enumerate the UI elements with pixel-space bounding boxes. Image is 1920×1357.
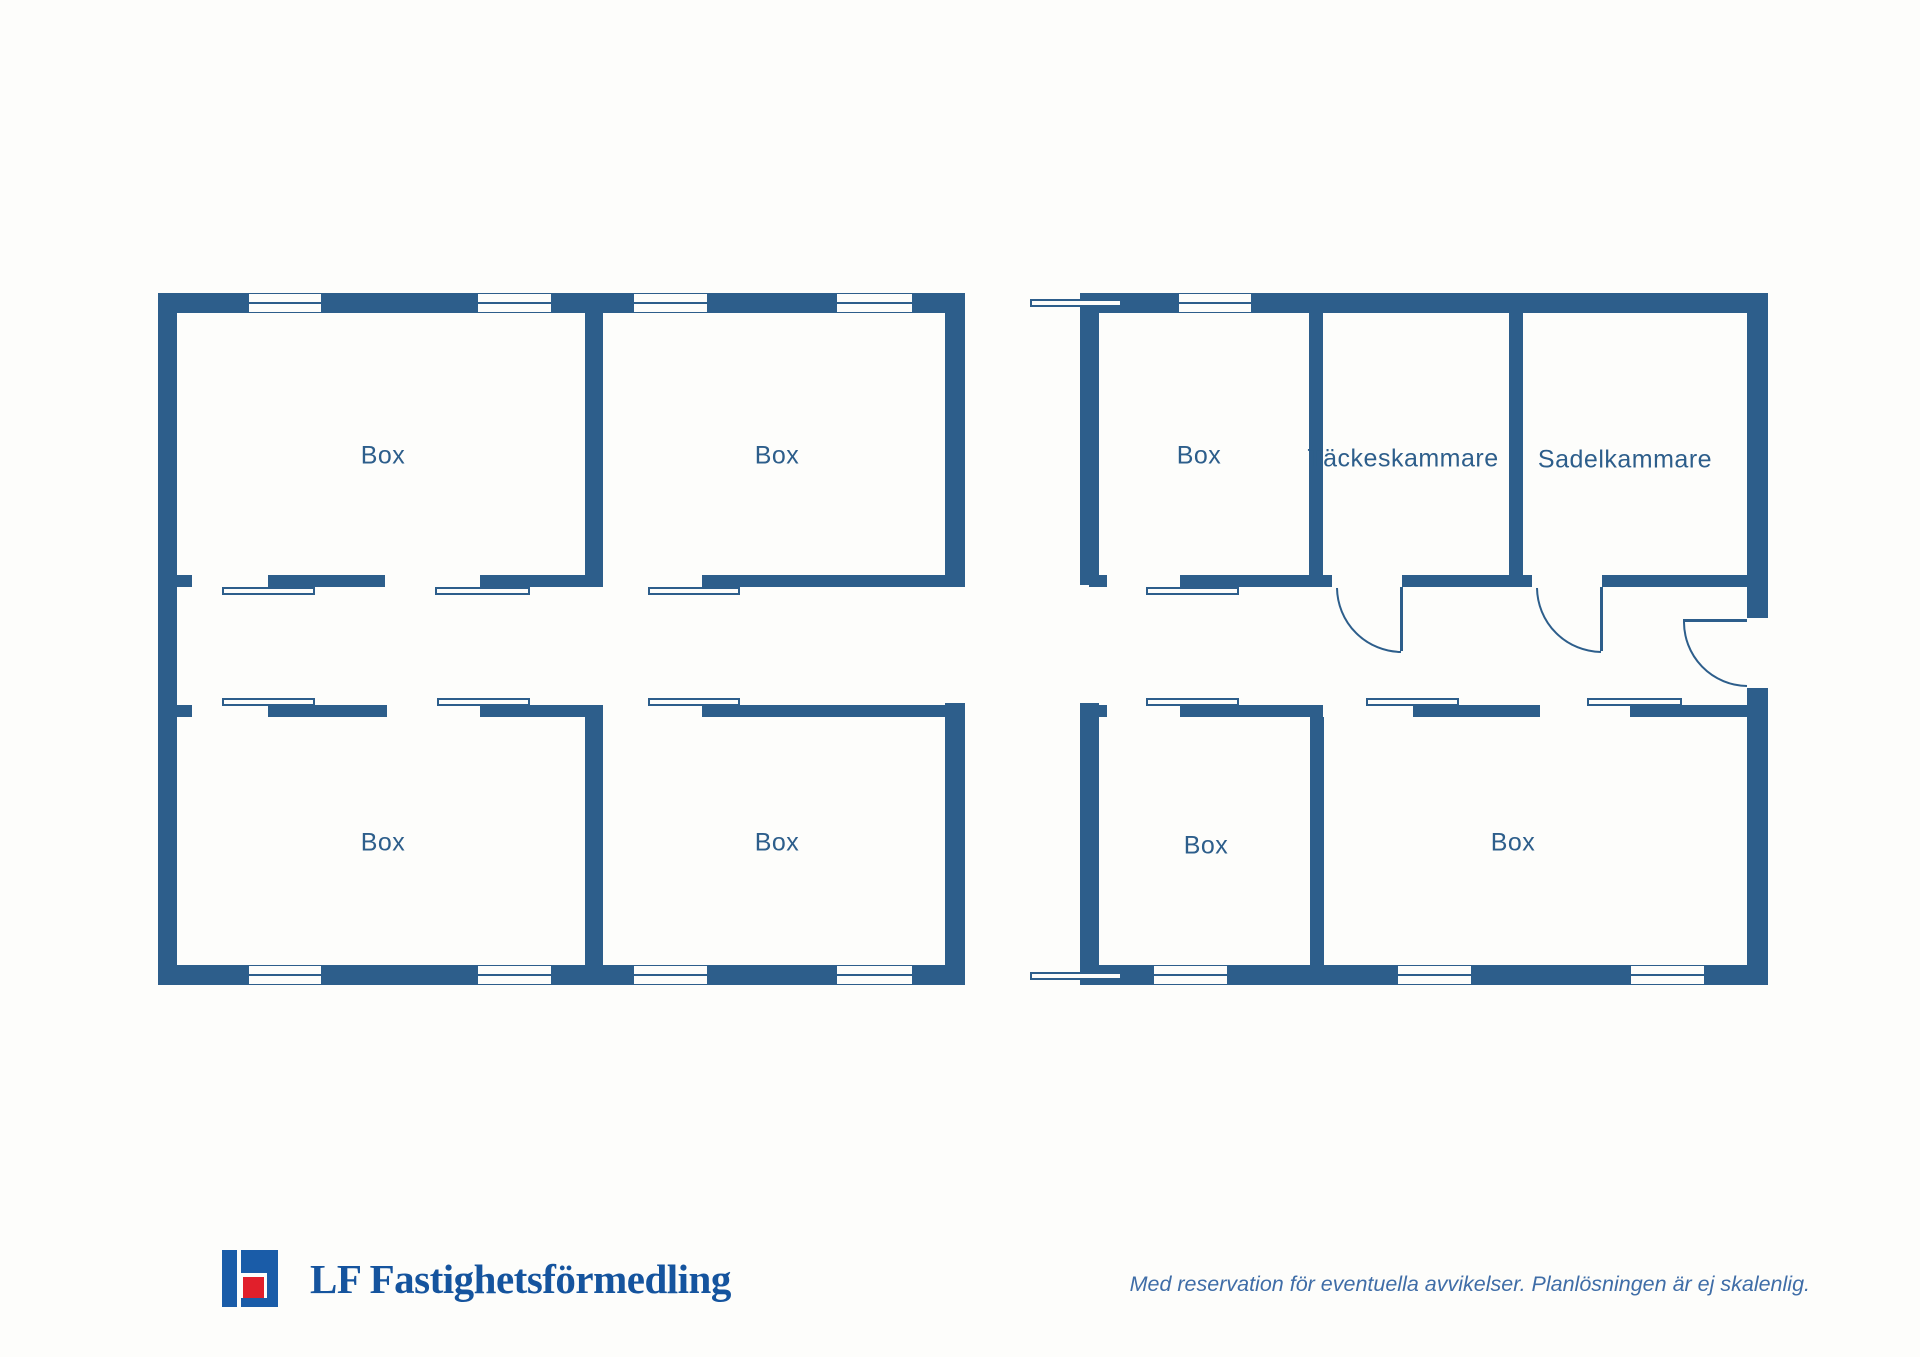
- door-leaf: [1600, 587, 1603, 651]
- wall: [1080, 703, 1099, 965]
- wall: [945, 703, 965, 965]
- window: [1630, 965, 1705, 985]
- logo-right-bar: [267, 1250, 278, 1298]
- room-label: Täckeskammare: [1307, 444, 1499, 473]
- window: [1153, 965, 1228, 985]
- door-leaf: [1683, 619, 1747, 622]
- window-pane-line: [478, 974, 551, 976]
- wall: [268, 575, 385, 587]
- sliding-door-leaf: [1030, 299, 1122, 307]
- wall: [585, 313, 603, 587]
- window-pane-line: [249, 302, 321, 304]
- window-pane-line: [1154, 974, 1227, 976]
- sliding-door-leaf: [1366, 698, 1459, 706]
- wall: [1180, 575, 1332, 587]
- room-label: Box: [1176, 441, 1222, 470]
- window: [248, 293, 322, 313]
- wall: [1080, 313, 1099, 585]
- logo-red-square: [243, 1277, 264, 1298]
- sliding-door-leaf: [648, 587, 740, 595]
- lf-logo-icon: [222, 1250, 280, 1308]
- wall: [1089, 575, 1107, 587]
- wall: [158, 965, 965, 985]
- wall: [945, 313, 965, 587]
- window-pane-line: [1179, 302, 1251, 304]
- wall: [585, 717, 603, 965]
- door-swing-arc: [1536, 587, 1602, 653]
- sliding-door-leaf: [1146, 587, 1239, 595]
- wall: [480, 575, 603, 587]
- wall: [702, 705, 945, 717]
- sliding-door-leaf: [1030, 972, 1122, 980]
- window-pane-line: [1398, 974, 1471, 976]
- door-swing-arc: [1336, 587, 1402, 653]
- sliding-door-leaf: [648, 698, 740, 706]
- sliding-door-leaf: [437, 698, 530, 706]
- window: [836, 965, 913, 985]
- sliding-door-leaf: [222, 587, 315, 595]
- window: [633, 965, 708, 985]
- room-label: Box: [360, 441, 406, 470]
- window-pane-line: [634, 302, 707, 304]
- wall: [480, 705, 603, 717]
- sliding-door-leaf: [1587, 698, 1682, 706]
- window: [836, 293, 913, 313]
- sliding-door-leaf: [222, 698, 315, 706]
- disclaimer-text: Med reservation för eventuella avvikelse…: [1129, 1272, 1810, 1296]
- wall: [268, 705, 387, 717]
- sliding-door-leaf: [435, 587, 530, 595]
- room-label: Box: [754, 441, 800, 470]
- logo-left-bar: [222, 1250, 237, 1307]
- window-pane-line: [249, 974, 321, 976]
- window-pane-line: [1631, 974, 1704, 976]
- window: [633, 293, 708, 313]
- window-pane-line: [634, 974, 707, 976]
- window-pane-line: [478, 302, 551, 304]
- window-pane-line: [837, 974, 912, 976]
- wall: [1180, 705, 1323, 717]
- wall: [1509, 313, 1523, 587]
- wall: [1089, 705, 1107, 717]
- brand-name: LF Fastighetsförmedling: [310, 1256, 731, 1302]
- wall: [177, 705, 192, 717]
- wall: [1747, 688, 1768, 965]
- wall: [1602, 575, 1747, 587]
- room-label: Box: [1183, 831, 1229, 860]
- window: [477, 965, 552, 985]
- window: [1397, 965, 1472, 985]
- wall: [1309, 313, 1323, 587]
- wall: [1310, 717, 1324, 965]
- wall: [158, 293, 965, 313]
- room-label: Box: [1490, 828, 1536, 857]
- room-label: Box: [360, 828, 406, 857]
- wall: [1413, 705, 1540, 717]
- brand-footer: LF Fastighetsförmedling: [222, 1250, 731, 1308]
- window: [248, 965, 322, 985]
- door-leaf: [1400, 587, 1403, 651]
- wall: [1512, 575, 1530, 587]
- wall: [1080, 293, 1768, 313]
- window: [477, 293, 552, 313]
- room-label: Box: [754, 828, 800, 857]
- door-swing-arc: [1682, 620, 1748, 687]
- window: [1178, 293, 1252, 313]
- wall: [158, 313, 177, 985]
- wall: [1402, 575, 1532, 587]
- wall: [1747, 313, 1768, 618]
- window-pane-line: [837, 302, 912, 304]
- sliding-door-leaf: [1146, 698, 1239, 706]
- wall: [1630, 705, 1747, 717]
- wall: [177, 575, 192, 587]
- logo-bottom-bar: [241, 1298, 278, 1307]
- room-label: Sadelkammare: [1537, 445, 1713, 474]
- wall: [702, 575, 945, 587]
